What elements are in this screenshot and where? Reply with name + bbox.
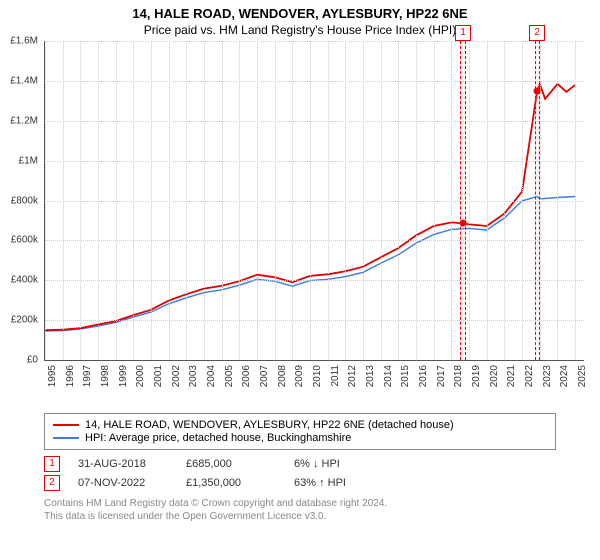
marker-date-1: 31-AUG-2018 xyxy=(78,458,168,470)
x-tick-label: 2003 xyxy=(188,365,199,387)
markers-table: 1 31-AUG-2018 £685,000 6% ↓ HPI 2 07-NOV… xyxy=(44,456,556,491)
x-tick-label: 2010 xyxy=(312,365,323,387)
x-tick-label: 1998 xyxy=(100,365,111,387)
marker-row-2: 2 07-NOV-2022 £1,350,000 63% ↑ HPI xyxy=(44,475,556,491)
y-tick-label: £1M xyxy=(19,155,38,166)
marker-flag: 1 xyxy=(455,25,471,41)
y-tick-label: £400k xyxy=(11,275,38,286)
x-tick-label: 2006 xyxy=(241,365,252,387)
footer-attribution: Contains HM Land Registry data © Crown c… xyxy=(44,497,556,523)
x-axis: 1995 1996 1997 1998 1999 2000 2001 2002 2003 2004… xyxy=(44,361,584,411)
y-tick-label: £600k xyxy=(11,235,38,246)
y-tick-label: £1.6M xyxy=(10,36,38,47)
legend-label-hpi: HPI: Average price, detached house, Buck… xyxy=(85,432,351,444)
x-tick-label: 2004 xyxy=(206,365,217,387)
x-tick-label: 2002 xyxy=(171,365,182,387)
x-tick-label: 2024 xyxy=(559,365,570,387)
x-tick-label: 2000 xyxy=(135,365,146,387)
x-tick-label: 2005 xyxy=(224,365,235,387)
marker-pct-1: 6% ↓ HPI xyxy=(294,458,384,470)
legend-item-hpi: HPI: Average price, detached house, Buck… xyxy=(53,432,547,444)
marker-price-1: £685,000 xyxy=(186,458,276,470)
x-tick-label: 2014 xyxy=(383,365,394,387)
marker-row-1: 1 31-AUG-2018 £685,000 6% ↓ HPI xyxy=(44,456,556,472)
x-tick-label: 2021 xyxy=(506,365,517,387)
x-tick-label: 2023 xyxy=(542,365,553,387)
x-tick-label: 1996 xyxy=(65,365,76,387)
marker-dot xyxy=(534,87,541,94)
x-tick-label: 2007 xyxy=(259,365,270,387)
legend-item-price-paid: 14, HALE ROAD, WENDOVER, AYLESBURY, HP22… xyxy=(53,419,547,431)
marker-date-2: 07-NOV-2022 xyxy=(78,477,168,489)
y-tick-label: £200k xyxy=(11,315,38,326)
legend-box: 14, HALE ROAD, WENDOVER, AYLESBURY, HP22… xyxy=(44,413,556,450)
marker-index-2: 2 xyxy=(44,475,60,491)
chart-title: 14, HALE ROAD, WENDOVER, AYLESBURY, HP22… xyxy=(0,6,600,21)
marker-band xyxy=(460,41,466,360)
x-tick-label: 1997 xyxy=(82,365,93,387)
marker-price-2: £1,350,000 xyxy=(186,477,276,489)
x-tick-label: 2019 xyxy=(471,365,482,387)
plot-area: 12 xyxy=(44,41,584,361)
marker-index-1: 1 xyxy=(44,456,60,472)
legend-swatch-price-paid xyxy=(53,424,79,426)
x-tick-label: 2012 xyxy=(347,365,358,387)
marker-dot xyxy=(460,220,467,227)
marker-pct-2: 63% ↑ HPI xyxy=(294,477,384,489)
x-tick-label: 2017 xyxy=(436,365,447,387)
x-tick-label: 2025 xyxy=(577,365,588,387)
footer-line-1: Contains HM Land Registry data © Crown c… xyxy=(44,497,556,510)
x-tick-label: 2011 xyxy=(330,365,341,387)
y-axis: £0£200k£400k£600k£800k£1M£1.2M£1.4M£1.6M xyxy=(0,41,42,361)
x-tick-label: 1995 xyxy=(47,365,58,387)
x-tick-label: 2018 xyxy=(453,365,464,387)
arrow-down-icon: ↓ xyxy=(313,458,319,470)
y-tick-label: £1.4M xyxy=(10,75,38,86)
legend-label-price-paid: 14, HALE ROAD, WENDOVER, AYLESBURY, HP22… xyxy=(85,419,454,431)
marker-flag: 2 xyxy=(529,25,545,41)
x-tick-label: 2008 xyxy=(277,365,288,387)
x-tick-label: 2020 xyxy=(489,365,500,387)
legend-swatch-hpi xyxy=(53,437,79,439)
x-tick-label: 2015 xyxy=(400,365,411,387)
x-tick-label: 2016 xyxy=(418,365,429,387)
x-tick-label: 2001 xyxy=(153,365,164,387)
y-tick-label: £800k xyxy=(11,195,38,206)
chart-container: 14, HALE ROAD, WENDOVER, AYLESBURY, HP22… xyxy=(0,6,600,523)
footer-line-2: This data is licensed under the Open Gov… xyxy=(44,510,556,523)
y-tick-label: £0 xyxy=(27,355,38,366)
chart-area: £0£200k£400k£600k£800k£1M£1.2M£1.4M£1.6M… xyxy=(0,41,600,411)
x-tick-label: 2009 xyxy=(294,365,305,387)
y-tick-label: £1.2M xyxy=(10,115,38,126)
chart-subtitle: Price paid vs. HM Land Registry's House … xyxy=(0,23,600,37)
x-tick-label: 2022 xyxy=(524,365,535,387)
arrow-up-icon: ↑ xyxy=(319,477,325,489)
x-tick-label: 1999 xyxy=(118,365,129,387)
x-tick-label: 2013 xyxy=(365,365,376,387)
